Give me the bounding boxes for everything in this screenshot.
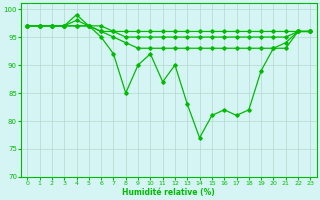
X-axis label: Humidité relative (%): Humidité relative (%)	[123, 188, 215, 197]
